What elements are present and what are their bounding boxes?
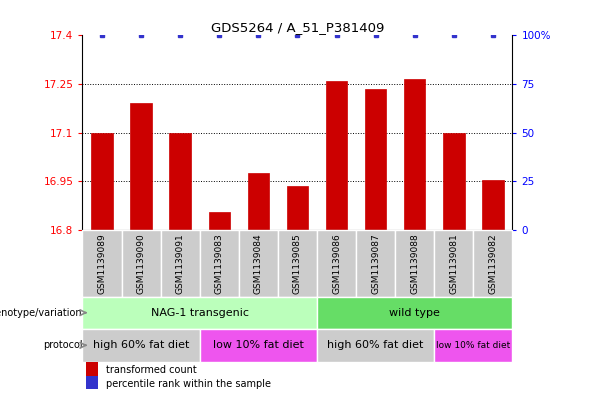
Bar bbox=[247, 173, 269, 230]
Text: GSM1139082: GSM1139082 bbox=[488, 233, 497, 294]
Bar bbox=[287, 186, 308, 230]
Text: GSM1139081: GSM1139081 bbox=[449, 233, 458, 294]
FancyBboxPatch shape bbox=[82, 230, 121, 297]
Text: GSM1139083: GSM1139083 bbox=[215, 233, 224, 294]
FancyBboxPatch shape bbox=[87, 362, 98, 376]
Text: GSM1139088: GSM1139088 bbox=[410, 233, 419, 294]
Bar bbox=[209, 212, 230, 230]
FancyBboxPatch shape bbox=[395, 230, 434, 297]
Bar bbox=[404, 79, 425, 230]
FancyBboxPatch shape bbox=[434, 329, 512, 362]
Text: transformed count: transformed count bbox=[106, 365, 197, 375]
FancyBboxPatch shape bbox=[434, 230, 474, 297]
Text: GSM1139089: GSM1139089 bbox=[98, 233, 107, 294]
Text: genotype/variation: genotype/variation bbox=[0, 308, 82, 318]
FancyBboxPatch shape bbox=[87, 376, 98, 391]
FancyBboxPatch shape bbox=[200, 230, 239, 297]
FancyBboxPatch shape bbox=[278, 230, 317, 297]
Text: low 10% fat diet: low 10% fat diet bbox=[213, 340, 304, 350]
Text: high 60% fat diet: high 60% fat diet bbox=[93, 340, 189, 350]
Text: percentile rank within the sample: percentile rank within the sample bbox=[106, 379, 271, 389]
FancyBboxPatch shape bbox=[161, 230, 200, 297]
Text: low 10% fat diet: low 10% fat diet bbox=[436, 341, 511, 350]
Text: GSM1139091: GSM1139091 bbox=[176, 233, 185, 294]
FancyBboxPatch shape bbox=[317, 297, 512, 329]
Bar bbox=[91, 132, 112, 230]
FancyBboxPatch shape bbox=[82, 329, 200, 362]
FancyBboxPatch shape bbox=[474, 230, 512, 297]
Bar bbox=[326, 81, 348, 230]
FancyBboxPatch shape bbox=[121, 230, 161, 297]
Bar bbox=[482, 180, 504, 230]
FancyBboxPatch shape bbox=[317, 329, 434, 362]
Text: wild type: wild type bbox=[389, 308, 440, 318]
FancyBboxPatch shape bbox=[317, 230, 356, 297]
Text: GSM1139090: GSM1139090 bbox=[137, 233, 145, 294]
Bar bbox=[130, 103, 152, 230]
Text: protocol: protocol bbox=[43, 340, 82, 350]
Bar bbox=[170, 132, 191, 230]
Text: GSM1139087: GSM1139087 bbox=[371, 233, 380, 294]
Title: GDS5264 / A_51_P381409: GDS5264 / A_51_P381409 bbox=[211, 21, 384, 34]
FancyBboxPatch shape bbox=[356, 230, 395, 297]
FancyBboxPatch shape bbox=[200, 329, 317, 362]
FancyBboxPatch shape bbox=[239, 230, 278, 297]
FancyBboxPatch shape bbox=[82, 297, 317, 329]
Text: GSM1139084: GSM1139084 bbox=[254, 233, 263, 294]
Text: GSM1139085: GSM1139085 bbox=[293, 233, 302, 294]
Text: high 60% fat diet: high 60% fat diet bbox=[327, 340, 424, 350]
Text: NAG-1 transgenic: NAG-1 transgenic bbox=[151, 308, 249, 318]
Bar bbox=[365, 89, 386, 230]
Text: GSM1139086: GSM1139086 bbox=[332, 233, 341, 294]
Bar bbox=[443, 132, 465, 230]
